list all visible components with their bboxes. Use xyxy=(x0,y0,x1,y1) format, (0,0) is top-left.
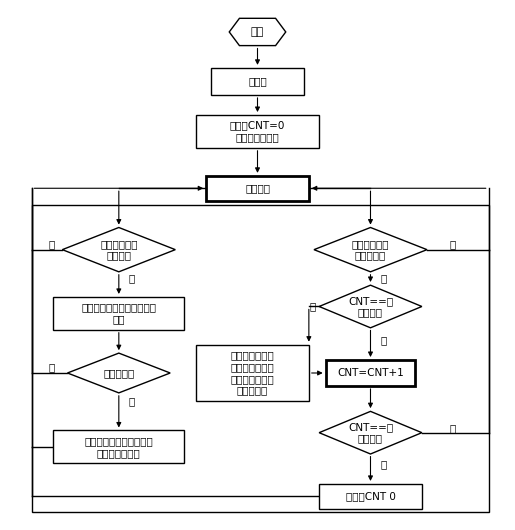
Bar xyxy=(196,344,309,401)
Text: 是: 是 xyxy=(129,396,135,407)
Text: 是: 是 xyxy=(380,459,386,469)
Text: 上电: 上电 xyxy=(251,27,264,37)
Text: 否: 否 xyxy=(49,363,55,372)
Text: 否: 否 xyxy=(450,423,456,433)
Text: 等待中断: 等待中断 xyxy=(245,183,270,193)
Polygon shape xyxy=(229,19,286,46)
Text: 读取状态存储器
内的状态数据并
将被控设备更新
到对应状态: 读取状态存储器 内的状态数据并 将被控设备更新 到对应状态 xyxy=(231,351,274,395)
Polygon shape xyxy=(314,227,427,272)
Text: 否: 否 xyxy=(49,240,55,250)
Bar xyxy=(211,68,304,95)
Text: CNT==第
一设定值: CNT==第 一设定值 xyxy=(348,296,393,317)
Text: 初始化: 初始化 xyxy=(248,76,267,86)
Bar xyxy=(319,484,422,509)
Text: 无线接收模块
输出中断: 无线接收模块 输出中断 xyxy=(100,239,138,260)
Text: 前导码正确: 前导码正确 xyxy=(103,368,134,378)
Text: 是: 是 xyxy=(380,273,386,283)
Bar xyxy=(196,115,319,148)
Bar xyxy=(206,176,309,201)
Bar xyxy=(325,360,416,386)
Polygon shape xyxy=(319,411,422,454)
Polygon shape xyxy=(319,285,422,328)
Text: 将接收到的数据移位到寄存
器中: 将接收到的数据移位到寄存 器中 xyxy=(81,303,157,324)
Polygon shape xyxy=(67,353,170,393)
Text: 计数器CNT=0
移位寄存器清零: 计数器CNT=0 移位寄存器清零 xyxy=(230,121,285,142)
Bar xyxy=(31,205,489,513)
Text: 否: 否 xyxy=(450,240,456,250)
Bar xyxy=(54,430,184,463)
Bar xyxy=(54,297,184,330)
Text: 将接收到的状态数据存储
到状态存储器中: 将接收到的状态数据存储 到状态存储器中 xyxy=(84,436,153,458)
Text: 计数器CNT 0: 计数器CNT 0 xyxy=(346,491,396,501)
Text: CNT=CNT+1: CNT=CNT+1 xyxy=(337,368,404,378)
Text: CNT==第
二设定值: CNT==第 二设定值 xyxy=(348,422,393,444)
Text: 掉电压检测模
块输出中断: 掉电压检测模 块输出中断 xyxy=(352,239,389,260)
Text: 是: 是 xyxy=(129,273,135,284)
Text: 否: 否 xyxy=(380,335,386,345)
Polygon shape xyxy=(62,227,175,272)
Text: 是: 是 xyxy=(310,302,316,312)
